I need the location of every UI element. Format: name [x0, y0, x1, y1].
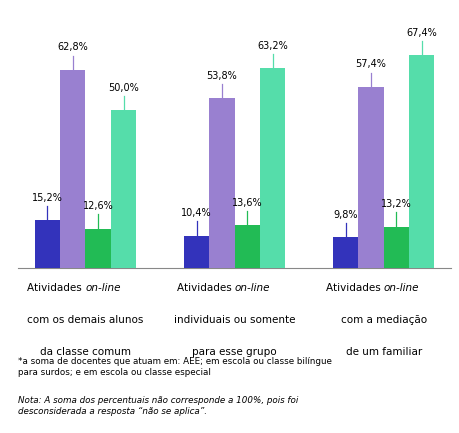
Text: individuais ou somente: individuais ou somente	[174, 315, 295, 325]
Bar	[111, 110, 136, 268]
Text: 15,2%: 15,2%	[32, 193, 63, 203]
Text: com a mediação: com a mediação	[340, 315, 426, 325]
Text: *a soma de docentes que atuam em: AEE; em escola ou classe bilíngue
para surdos;: *a soma de docentes que atuam em: AEE; e…	[18, 357, 331, 377]
Text: 53,8%: 53,8%	[206, 71, 237, 81]
Text: 67,4%: 67,4%	[405, 28, 436, 38]
Text: on-line: on-line	[234, 283, 269, 293]
Text: 63,2%: 63,2%	[257, 41, 287, 51]
Bar	[383, 227, 408, 268]
Bar	[332, 237, 358, 268]
Text: 13,2%: 13,2%	[380, 199, 411, 209]
Text: 62,8%: 62,8%	[57, 42, 88, 52]
Bar	[184, 236, 209, 268]
Bar	[209, 98, 234, 268]
Bar	[408, 55, 433, 268]
Bar	[85, 229, 111, 268]
Bar	[259, 68, 285, 268]
Text: on-line: on-line	[85, 283, 121, 293]
Text: com os demais alunos: com os demais alunos	[27, 315, 143, 325]
Text: 10,4%: 10,4%	[181, 208, 212, 218]
Text: 9,8%: 9,8%	[333, 210, 357, 220]
Text: on-line: on-line	[383, 283, 418, 293]
Text: de um familiar: de um familiar	[345, 347, 421, 357]
Bar	[35, 220, 60, 268]
Bar	[234, 226, 259, 268]
Text: Atividades: Atividades	[176, 283, 234, 293]
Bar	[358, 87, 383, 268]
Bar	[60, 70, 85, 268]
Text: para esse grupo: para esse grupo	[192, 347, 276, 357]
Text: 13,6%: 13,6%	[231, 198, 262, 208]
Text: Nota: A soma dos percentuais não corresponde a 100%, pois foi
desconsiderada a r: Nota: A soma dos percentuais não corresp…	[18, 396, 298, 416]
Text: 57,4%: 57,4%	[355, 59, 386, 69]
Text: da classe comum: da classe comum	[40, 347, 131, 357]
Text: 50,0%: 50,0%	[108, 83, 139, 93]
Text: Atividades: Atividades	[28, 283, 85, 293]
Text: 12,6%: 12,6%	[83, 201, 113, 211]
Text: Atividades: Atividades	[325, 283, 383, 293]
